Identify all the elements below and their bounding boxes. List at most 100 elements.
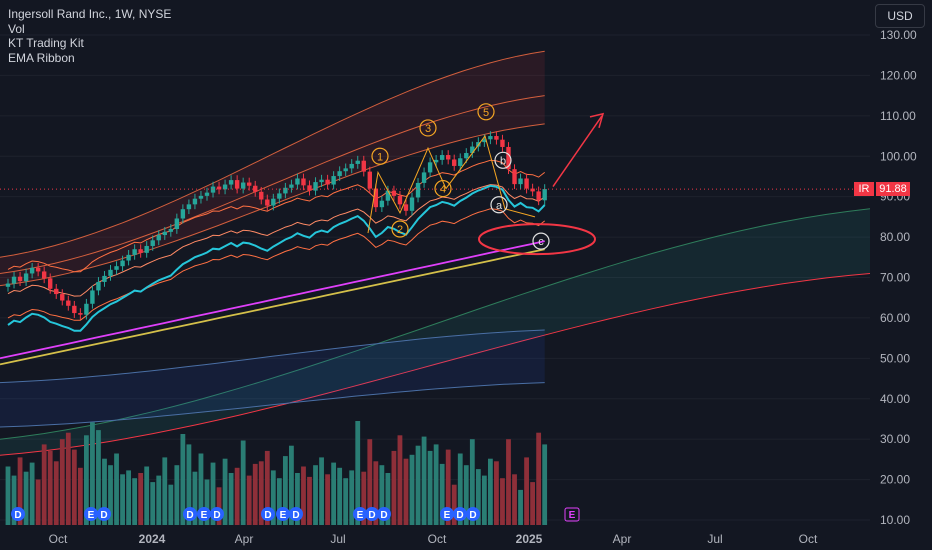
dividend-marker[interactable] [11,507,25,521]
candle-body[interactable] [90,290,95,304]
candle-body[interactable] [421,172,427,183]
candle-body[interactable] [120,260,125,267]
candle-body[interactable] [150,240,155,246]
candle-body[interactable] [295,178,300,185]
indicator-kt-trading-kit[interactable]: KT Trading Kit [8,36,84,50]
candle-body[interactable] [355,160,360,164]
dividend-marker[interactable] [97,507,111,521]
indicator-vol[interactable]: Vol [8,21,25,36]
wave-label-circle[interactable] [371,147,389,165]
candle-body[interactable] [41,271,47,279]
candle-body[interactable] [132,249,137,255]
dividend-marker[interactable] [289,507,303,521]
projection-arrow-head[interactable] [589,112,605,129]
candle-body[interactable] [289,184,294,188]
earnings-marker[interactable] [276,507,290,521]
candle-body[interactable] [373,188,379,208]
candle-body[interactable] [397,195,403,205]
earnings-marker[interactable] [353,507,367,521]
candle-body[interactable] [253,185,258,192]
wave-label-circle[interactable] [434,179,452,198]
candle-body[interactable] [494,136,499,140]
candle-body[interactable] [512,169,517,185]
candle-body[interactable] [78,313,83,315]
candle-body[interactable] [66,300,71,306]
candle-body[interactable] [210,186,216,193]
candle-body[interactable] [96,281,101,291]
earnings-marker[interactable] [197,507,211,521]
indicator-ema-ribbon[interactable]: EMA Ribbon [8,50,75,65]
candle-body[interactable] [5,283,11,287]
candle-body[interactable] [174,218,180,229]
highlight-ellipse[interactable] [478,223,596,256]
candle-body[interactable] [222,184,228,190]
candle-body[interactable] [433,159,439,163]
dividend-marker[interactable] [377,507,391,521]
candle-body[interactable] [11,276,17,284]
candle-body[interactable] [216,186,222,190]
candle-body[interactable] [343,168,348,172]
candle-body[interactable] [536,191,541,201]
candle-body[interactable] [524,178,529,189]
candle-body[interactable] [518,178,523,185]
earnings-marker[interactable] [440,507,454,521]
earnings-marker[interactable] [84,507,98,521]
candle-body[interactable] [379,200,385,208]
candle-body[interactable] [54,288,59,295]
price-axis[interactable]: 130.00120.00110.00100.0090.0080.0070.006… [880,28,917,527]
dividend-marker[interactable] [183,507,197,521]
candle-body[interactable] [271,198,276,206]
dividend-marker[interactable] [453,507,467,521]
candle-body[interactable] [427,162,433,173]
candle-body[interactable] [391,190,397,196]
candle-body[interactable] [156,235,161,241]
candle-body[interactable] [240,182,246,189]
candle-body[interactable] [409,197,415,211]
candle-body[interactable] [17,276,23,282]
candle-body[interactable] [313,182,318,191]
candle-body[interactable] [247,182,252,186]
dividend-marker[interactable] [466,507,480,521]
wave-label-circle[interactable] [490,196,508,214]
candle-body[interactable] [265,199,270,206]
candle-body[interactable] [204,192,210,196]
candle-body[interactable] [415,182,421,198]
candle-body[interactable] [464,153,469,159]
candle-body[interactable] [60,294,65,301]
dividend-marker[interactable] [261,507,275,521]
candle-body[interactable] [277,193,282,199]
earnings-upcoming-marker[interactable] [564,507,580,522]
candle-body[interactable] [530,188,535,192]
candle-body[interactable] [325,179,330,185]
candle-body[interactable] [72,305,77,314]
candle-body[interactable] [108,269,113,276]
wave-label-circle[interactable] [494,151,512,169]
wave-label-circle[interactable] [477,103,495,121]
wave-label-circle[interactable] [532,232,550,250]
candle-body[interactable] [192,198,198,205]
candle-body[interactable] [482,139,487,143]
candle-body[interactable] [403,204,409,211]
candlesticks[interactable] [5,131,547,320]
candle-body[interactable] [500,139,505,147]
candle-body[interactable] [168,229,174,232]
candle-body[interactable] [186,204,192,210]
dividend-marker[interactable] [365,507,379,521]
wave-label-circle[interactable] [419,119,437,137]
candle-body[interactable] [259,191,264,200]
time-axis[interactable]: Oct 2024 Apr Jul Oct 2025 Apr Jul Oct [49,532,818,546]
symbol-title[interactable]: Ingersoll Rand Inc., 1W, NYSE [8,7,172,21]
candle-body[interactable] [114,266,119,270]
candle-body[interactable] [35,267,41,272]
candle-body[interactable] [542,189,547,201]
candle-body[interactable] [337,171,342,177]
candle-body[interactable] [198,195,204,199]
candle-body[interactable] [162,231,167,236]
candle-body[interactable] [23,273,29,282]
wave-labels[interactable]: 1 2 3 4 5 a b c [371,103,550,250]
candle-body[interactable] [138,249,143,253]
candle-body[interactable] [445,155,451,160]
candle-body[interactable] [385,190,391,201]
